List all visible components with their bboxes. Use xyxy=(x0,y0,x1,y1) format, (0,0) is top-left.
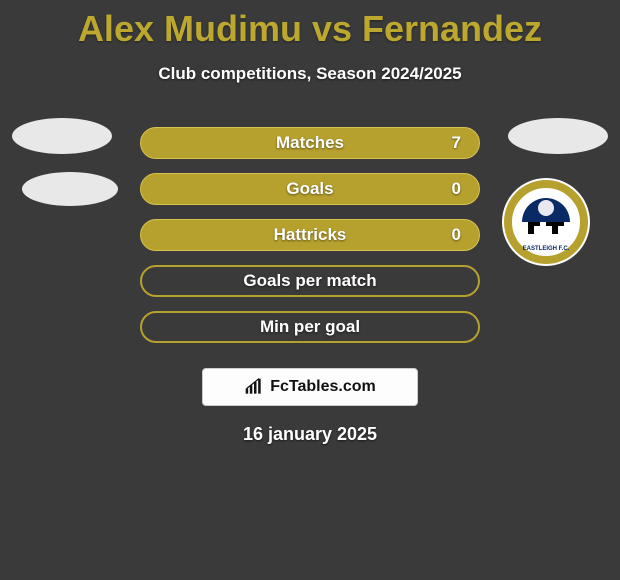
stat-value-right: 0 xyxy=(452,225,461,245)
stat-label: Hattricks xyxy=(274,225,347,245)
stat-row-goals-per-match: Goals per match xyxy=(0,258,620,304)
stat-bar: Min per goal xyxy=(140,311,480,343)
stat-label: Min per goal xyxy=(260,317,360,337)
stat-row-matches: Matches 7 xyxy=(0,120,620,166)
stat-label: Goals xyxy=(286,179,333,199)
stat-bar: Goals per match xyxy=(140,265,480,297)
stat-value-right: 7 xyxy=(452,133,461,153)
brand-text: FcTables.com xyxy=(270,378,376,396)
page-title: Alex Mudimu vs Fernandez xyxy=(0,0,620,50)
stat-row-hattricks: Hattricks 0 xyxy=(0,212,620,258)
stat-label: Goals per match xyxy=(243,271,376,291)
brand-watermark: FcTables.com xyxy=(202,368,418,406)
stat-row-min-per-goal: Min per goal xyxy=(0,304,620,350)
comparison-stats: Matches 7 Goals 0 Hattricks 0 Goals per … xyxy=(0,120,620,350)
stat-bar: Matches 7 xyxy=(140,127,480,159)
stat-bar: Hattricks 0 xyxy=(140,219,480,251)
stat-row-goals: Goals 0 xyxy=(0,166,620,212)
fctables-chart-icon xyxy=(244,378,264,396)
stat-bar: Goals 0 xyxy=(140,173,480,205)
stat-label: Matches xyxy=(276,133,344,153)
stat-value-right: 0 xyxy=(452,179,461,199)
page-subtitle: Club competitions, Season 2024/2025 xyxy=(0,64,620,84)
snapshot-date: 16 january 2025 xyxy=(0,424,620,445)
